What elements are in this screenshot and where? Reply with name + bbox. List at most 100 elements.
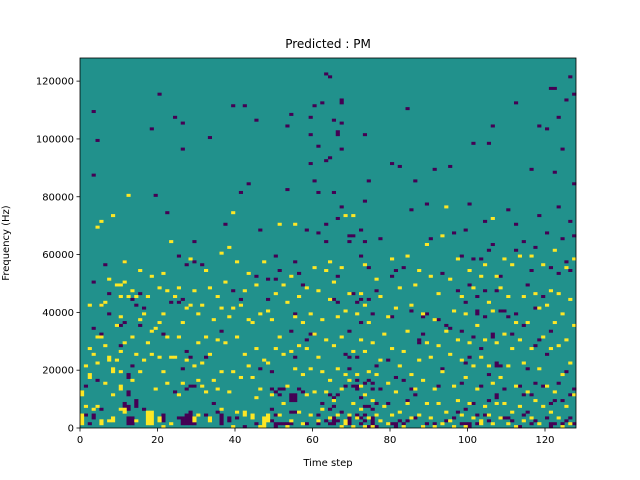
heatmap-cell-low [362, 381, 368, 385]
heatmap-cell-low [556, 205, 561, 209]
heatmap-cell-high [211, 318, 216, 322]
heatmap-cell-high [494, 401, 499, 405]
heatmap-cell-low [277, 393, 282, 397]
heatmap-cell-high [374, 277, 379, 281]
heatmap-cell-high [479, 274, 484, 278]
heatmap-cell-high [250, 413, 255, 420]
heatmap-cell-high [545, 303, 550, 307]
heatmap-cell-high [556, 416, 561, 420]
heatmap-cell-high [258, 425, 263, 429]
heatmap-cell-high [328, 416, 333, 420]
heatmap-cell-low [95, 138, 100, 142]
heatmap-cell-low [281, 387, 286, 391]
heatmap-cell-low [525, 367, 530, 371]
heatmap-cell-low [297, 387, 302, 391]
heatmap-cell-low [552, 86, 557, 90]
heatmap-cell-low [347, 367, 352, 371]
heatmap-cell-high [289, 349, 294, 353]
heatmap-cell-high [440, 422, 445, 426]
heatmap-cell-high [355, 373, 360, 377]
heatmap-cell-high [118, 315, 123, 319]
x-tick-label: 80 [384, 435, 397, 446]
heatmap-cell-high [200, 384, 205, 388]
y-tick-label: 100000 [36, 134, 74, 145]
heatmap-cell-low [533, 245, 538, 249]
heatmap-cell-high [467, 341, 472, 345]
heatmap-cell-high [362, 393, 368, 397]
heatmap-cell-high [541, 335, 546, 339]
heatmap-cell-low [126, 390, 131, 397]
heatmap-cell-low [397, 164, 402, 168]
heatmap-cell-high [424, 401, 430, 405]
heatmap-cell-high [312, 332, 317, 336]
heatmap-cell-low [300, 390, 306, 394]
heatmap-cell-high [355, 416, 360, 420]
heatmap-cell-low [390, 315, 395, 319]
heatmap-cell-high [424, 243, 430, 246]
heatmap-cell-high [246, 271, 251, 275]
heatmap-cell-high [448, 419, 453, 423]
heatmap-cell-low [502, 416, 507, 420]
heatmap-cell-high [517, 338, 523, 342]
chart-title: Predicted : PM [285, 37, 371, 51]
heatmap-cell-high [99, 335, 104, 339]
heatmap-cell-low [366, 404, 371, 408]
heatmap-cell-high [269, 393, 275, 397]
heatmap-cell-high [87, 303, 92, 307]
heatmap-cell-high [428, 416, 433, 420]
heatmap-cell-low [514, 312, 519, 316]
heatmap-cell-high [320, 407, 325, 411]
heatmap-cell-high [161, 425, 166, 429]
heatmap-cell-high [459, 358, 464, 362]
heatmap-cell-high [502, 401, 507, 405]
heatmap-cell-low [316, 413, 321, 417]
heatmap-cell-high [227, 390, 232, 394]
heatmap-cell-low [467, 422, 472, 429]
heatmap-cell-high [521, 419, 526, 423]
heatmap-cell-high [118, 295, 123, 299]
heatmap-cell-low [107, 292, 112, 296]
heatmap-cell-low [192, 260, 197, 264]
heatmap-cell-high [118, 349, 123, 353]
heatmap-cell-high [207, 352, 213, 356]
heatmap-cell-low [188, 410, 193, 426]
heatmap-cell-low [223, 222, 228, 226]
heatmap-cell-high [200, 361, 205, 365]
heatmap-cell-low [312, 179, 317, 183]
heatmap-cell-low [424, 202, 430, 206]
heatmap-cell-high [80, 413, 85, 426]
heatmap-cell-high [157, 321, 162, 325]
heatmap-cell-high [91, 407, 96, 411]
heatmap-cell-low [494, 393, 499, 400]
heatmap-cell-low [269, 370, 275, 374]
heatmap-cell-high [510, 410, 515, 414]
y-tick-label: 120000 [36, 77, 74, 88]
heatmap-cell-high [479, 419, 484, 426]
heatmap-cell-high [196, 378, 201, 382]
heatmap-cell-high [362, 303, 368, 307]
heatmap-cell-low [459, 329, 464, 333]
heatmap-cell-low [506, 315, 511, 319]
heatmap-cell-low [409, 387, 414, 391]
heatmap-cell-high [568, 361, 573, 365]
heatmap-cell-high [552, 248, 557, 252]
heatmap-cell-high [362, 349, 368, 353]
heatmap-cell-low [180, 121, 185, 125]
heatmap-cell-low [545, 127, 550, 131]
heatmap-cell-low [331, 396, 337, 400]
heatmap-cell-low [366, 378, 371, 382]
heatmap-cell-low [285, 188, 290, 192]
heatmap-cell-low [242, 425, 247, 429]
heatmap-cell-low [471, 257, 476, 261]
heatmap-cell-high [413, 387, 418, 391]
heatmap-cell-high [421, 425, 426, 429]
heatmap-cell-high [475, 323, 480, 327]
heatmap-cell-low [467, 283, 472, 287]
heatmap-cell-high [180, 381, 185, 385]
heatmap-cell-high [231, 211, 236, 215]
heatmap-cell-low [521, 323, 526, 327]
heatmap-cell-high [227, 245, 232, 249]
heatmap-cell-high [176, 286, 182, 290]
heatmap-cell-high [452, 309, 457, 313]
heatmap-cell-low [335, 130, 340, 137]
